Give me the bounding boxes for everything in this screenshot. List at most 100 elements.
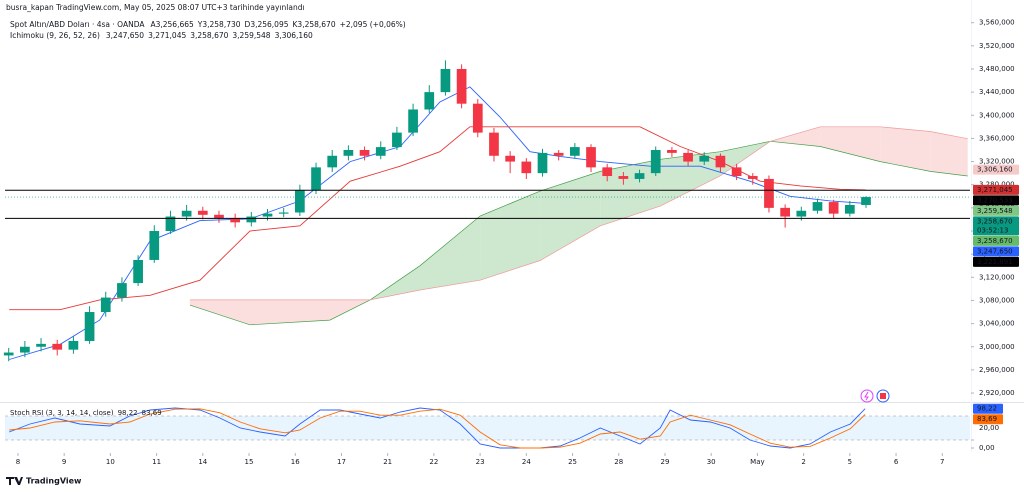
price-marker-label: 3,271,045 [977,186,1013,194]
price-marker [973,195,1019,206]
candle-body [764,178,774,208]
candle-body [408,109,418,133]
ohlc-value: A3,256,665 [150,20,194,29]
y-tick-label: 3,120,000 [979,273,1015,281]
candle-body [634,173,645,179]
alert-icon[interactable] [860,389,874,403]
stoch-rsi-plot [5,407,970,449]
y-tick-label: 2,920,000 [979,389,1015,397]
tv-logo: TradingView [6,477,82,486]
y-tick-label: 3,360,000 [979,134,1015,142]
publisher: busra_kapan TradingView.com, May 05, 202… [6,3,305,12]
ohlc-value: D3,256,095 [245,20,289,29]
candle-body [84,312,95,341]
cloud-segment [660,151,720,207]
cloud-segment [770,126,821,147]
candle-body [861,197,871,205]
rsi-line [9,408,866,449]
x-tick-label: 23 [476,458,485,466]
candle-body [602,167,613,177]
x-tick-label: 29 [661,458,670,466]
rsi-marker-label: 83,69 [977,415,997,423]
header: busra_kapan TradingView.com, May 05, 202… [6,3,406,40]
countdown: 03:52:13 [977,226,1008,234]
y-tick-label: 3,480,000 [979,65,1015,73]
brand: TradingView [26,477,82,486]
candle-body [230,218,241,223]
x-tick-label: 7 [940,458,944,466]
candle-body [521,161,532,174]
price-plot [3,60,970,362]
calendar-glyph [880,393,886,399]
candle-body [553,152,564,156]
x-tick-label: 2 [801,458,805,466]
candle-body [472,103,483,133]
cloud-segment [820,126,881,162]
rsi-marker-label: 98,22 [977,405,997,413]
cloud-segment [880,126,931,172]
price-marker [973,205,1019,216]
cloud-segment [930,131,968,177]
y-tick-label: 3,080,000 [979,296,1015,304]
rsi-axis: 20,00 0,00 98,22 83,69 [971,403,1003,452]
indicator-name: Ichimoku (9, 26, 52, 26) [10,31,100,40]
alert-glyph [864,391,869,401]
candle-body [117,283,127,298]
indicator-value: 3,247,650 [106,31,144,40]
price-markers: 3,306,160 3,271,045 3,270,533 3,259,548 3,25… [973,164,1019,267]
candle-body [392,132,402,148]
price-marker-label: 3,247,650 [977,247,1013,255]
x-tick-label: 22 [429,458,438,466]
candle-body [537,152,548,174]
candle-body [731,167,742,177]
price-marker [973,256,1019,267]
candle-body [424,92,435,110]
indicator-value: 3,259,548 [232,31,270,40]
candle-body [375,147,386,156]
x-tick-label: 16 [291,458,300,466]
rsi-header-value: 83,69 [142,409,162,417]
cloud-segment [420,215,481,291]
rsi-line [9,407,866,449]
price-marker-label: 3,306,160 [977,166,1013,174]
candle-body [68,340,79,350]
y-tick-label: 3,000,000 [979,343,1015,351]
candle-body [262,213,273,217]
ohlc-value: K3,258,670 [293,20,336,29]
cloud-segment [600,159,661,226]
candle-body [440,68,451,93]
candle-body [747,176,758,179]
candle-body [133,259,143,284]
senkou-a-line [189,140,968,326]
price-marker [973,235,1019,246]
y-tick-label: 3,280,000 [979,181,1015,189]
x-tick-label: 30 [707,458,716,466]
candle-body [100,297,111,313]
y-tick-label: 3,520,000 [979,42,1015,50]
candle-body [569,147,580,156]
x-tick-label: 10 [106,458,115,466]
candle-body [505,155,515,162]
rsi-title: Stoch RSI (3, 3, 14, 14, close) [10,409,114,417]
candle-body [20,346,30,353]
candle-body [715,155,726,168]
candle-body [618,176,629,179]
y-tick-label: 20,00 [979,424,999,432]
x-tick-label: 28 [614,458,623,466]
candle-body [489,132,499,156]
indicator-value: 3,258,670 [190,31,228,40]
ohlc-value: +2,095 (+0,06%) [340,20,406,29]
cloud-segment [189,299,250,325]
y-tick-label: 3,320,000 [979,158,1015,166]
candle-body [3,352,14,356]
indicator-value: 3,306,160 [275,31,313,40]
candle-body [311,167,321,191]
header-icons [860,389,890,403]
x-tick-label: 21 [383,458,392,466]
candle-body [699,155,710,162]
x-tick-label: 9 [62,458,66,466]
candle-body [683,152,693,162]
x-tick-label: 14 [198,458,207,466]
rsi-header-value: 98,22 [118,409,138,417]
candle-body [149,231,160,260]
